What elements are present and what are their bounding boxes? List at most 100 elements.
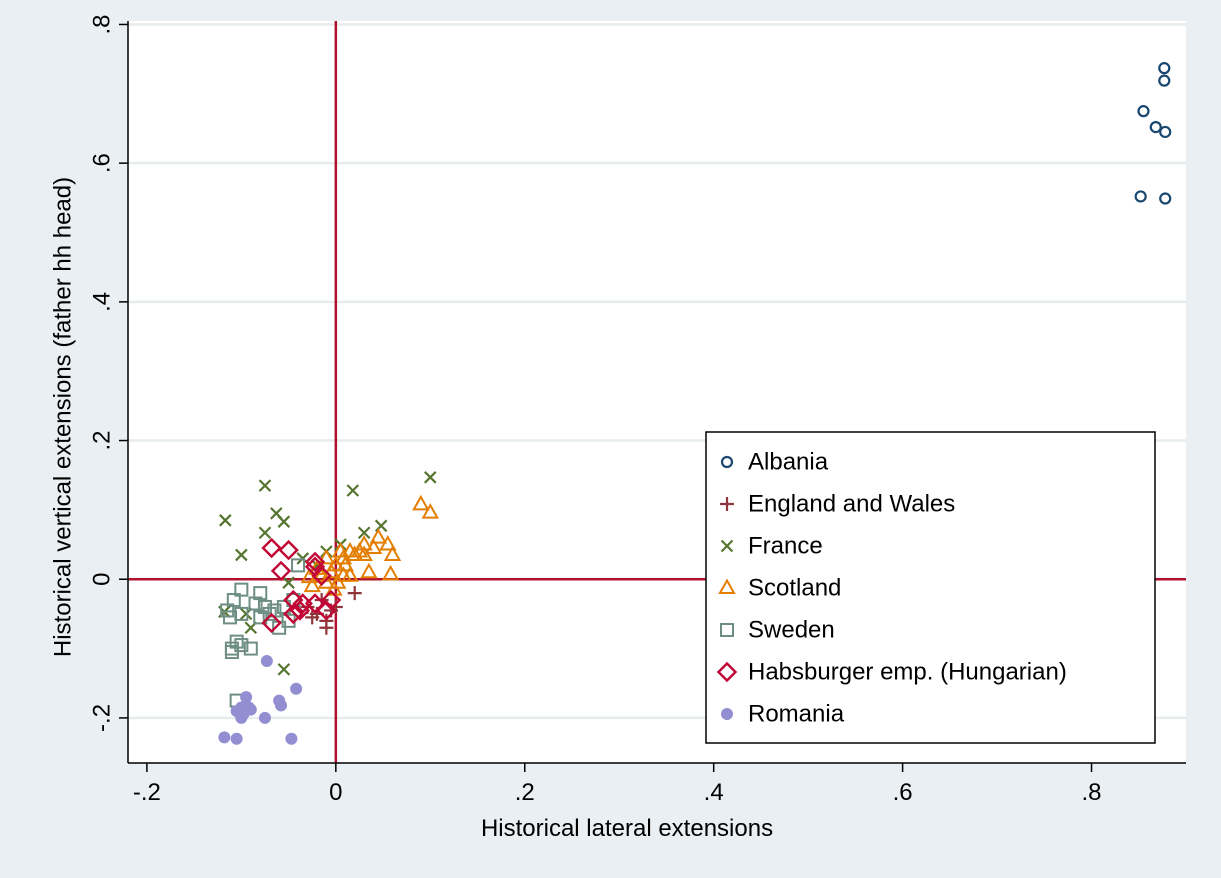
point-5-11 — [304, 593, 326, 614]
point-2-7 — [424, 471, 437, 484]
legend-label-0: Albania — [748, 449, 829, 476]
point-6-9 — [258, 711, 271, 724]
y-tick-label-3: .4 — [89, 292, 116, 312]
point-6-11 — [218, 731, 231, 744]
point-6-12 — [230, 732, 243, 745]
point-6-3 — [290, 682, 303, 695]
point-2-5 — [235, 548, 248, 562]
point-3-26 — [303, 576, 321, 593]
point-3-4 — [381, 564, 400, 581]
point-3-14 — [322, 562, 340, 579]
point-5-13 — [320, 589, 342, 611]
point-3-5 — [360, 562, 378, 579]
point-2-6 — [346, 484, 360, 497]
point-3-24 — [331, 541, 350, 558]
point-2-10 — [282, 576, 295, 589]
point-0-0 — [1158, 62, 1171, 75]
point-5-8 — [283, 603, 304, 625]
y-tick-label-1: 0 — [89, 573, 116, 586]
legend-label-6: Romania — [748, 701, 845, 728]
legend-marker-6 — [721, 708, 733, 720]
point-3-1 — [421, 503, 439, 519]
point-4-6 — [248, 596, 263, 611]
axes: -.2 0 .2 .4 .6 .8 -.2 0 .2 .4 .6 .8 — [89, 14, 1186, 806]
point-4-2 — [253, 586, 268, 601]
y-tick-label-4: .6 — [89, 153, 116, 173]
y-tick-label-2: .2 — [89, 431, 116, 451]
point-5-1 — [278, 539, 299, 561]
data-points — [218, 62, 1172, 745]
point-5-2 — [270, 560, 292, 582]
point-0-4 — [1159, 125, 1172, 139]
point-5-10 — [261, 612, 282, 634]
point-5-3 — [304, 551, 326, 573]
point-2-14 — [277, 663, 291, 676]
point-3-25 — [355, 545, 373, 561]
point-3-22 — [341, 566, 359, 582]
point-6-14 — [244, 703, 257, 716]
point-2-8 — [374, 519, 388, 533]
point-5-9 — [289, 600, 311, 621]
x-tick-label-5: .8 — [1082, 779, 1102, 806]
x-tick-label-1: 0 — [329, 779, 342, 806]
point-3-23 — [346, 545, 364, 561]
point-3-0 — [412, 494, 430, 511]
legend-label-3: Scotland — [748, 575, 841, 602]
legend-label-2: France — [748, 533, 823, 560]
series-6 — [218, 655, 303, 745]
point-0-2 — [1137, 105, 1150, 118]
point-1-5 — [305, 610, 320, 625]
point-4-18 — [243, 641, 258, 656]
legend-label-5: Habsburger emp. (Hungarian) — [748, 659, 1067, 686]
point-6-0 — [260, 655, 273, 668]
point-3-10 — [355, 535, 373, 551]
point-3-17 — [336, 555, 354, 572]
legend-marker-2 — [720, 539, 734, 553]
point-2-9 — [357, 526, 371, 540]
series-4 — [220, 558, 306, 708]
point-4-20 — [253, 610, 268, 625]
point-0-1 — [1158, 74, 1171, 87]
point-3-6 — [369, 528, 388, 544]
point-1-3 — [319, 620, 334, 635]
point-4-5 — [234, 606, 249, 621]
legend-box — [705, 431, 1156, 744]
point-4-17 — [234, 638, 249, 653]
legend-marker-3 — [718, 578, 736, 594]
point-4-1 — [234, 582, 249, 597]
legend-marker-4 — [720, 623, 734, 637]
point-3-12 — [317, 548, 336, 565]
legend-marker-1 — [720, 497, 734, 511]
legend-marker-5 — [716, 661, 738, 683]
point-2-1 — [258, 479, 272, 492]
x-tick-label-2: .2 — [515, 779, 535, 806]
x-axis-label: Historical lateral extensions — [481, 815, 773, 842]
series-3 — [300, 494, 439, 596]
x-tick-label-4: .6 — [893, 779, 913, 806]
point-6-13 — [285, 732, 298, 745]
y-axis-label: Historical vertical extensions (father h… — [50, 177, 77, 657]
point-3-13 — [327, 555, 345, 572]
point-4-10 — [291, 558, 306, 573]
legend-marker-0 — [720, 455, 734, 469]
point-2-0 — [219, 514, 232, 527]
point-6-4 — [275, 699, 288, 712]
legend-label-4: Sweden — [748, 617, 835, 644]
y-tick-label-0: -.2 — [89, 704, 116, 732]
point-2-4 — [258, 526, 272, 540]
point-5-0 — [261, 537, 282, 559]
point-5-5 — [311, 565, 332, 586]
point-2-3 — [277, 515, 291, 528]
legend-label-1: England and Wales — [748, 491, 955, 518]
x-tick-label-3: .4 — [704, 779, 724, 806]
point-1-6 — [347, 586, 362, 601]
point-0-6 — [1159, 192, 1172, 205]
point-6-1 — [240, 691, 253, 704]
point-0-5 — [1134, 190, 1147, 203]
x-tick-label-0: -.2 — [133, 779, 161, 806]
point-3-3 — [383, 545, 402, 561]
legend: Albania England and Wales France Scotland Sw… — [705, 431, 1156, 744]
point-4-21 — [262, 606, 277, 621]
point-0-3 — [1149, 120, 1162, 134]
